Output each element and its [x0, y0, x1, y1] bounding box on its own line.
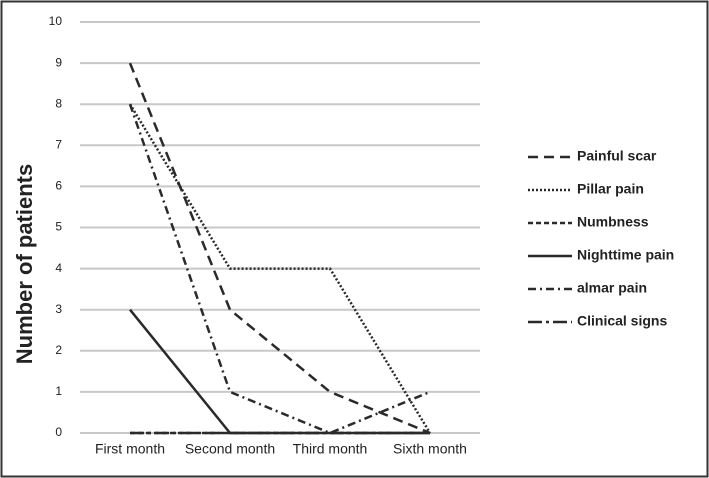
- y-tick-label: 6: [55, 179, 62, 193]
- x-tick-label: Third month: [293, 441, 368, 457]
- y-tick-label: 3: [55, 302, 62, 316]
- y-tick-label: 1: [55, 384, 62, 398]
- y-tick-label: 2: [55, 343, 62, 357]
- legend-label: Clinical signs: [577, 313, 667, 329]
- y-tick-label: 4: [55, 261, 62, 275]
- legend-label: Pillar pain: [577, 181, 644, 197]
- y-tick-label: 5: [55, 220, 62, 234]
- legend-label: almar pain: [577, 280, 647, 296]
- legend-label: Painful scar: [577, 148, 657, 164]
- x-tick-label: Sixth month: [393, 441, 467, 457]
- y-tick-label: 9: [55, 55, 62, 69]
- y-axis-label: Number of patients: [12, 164, 37, 364]
- y-tick-label: 8: [55, 96, 62, 110]
- y-tick-label: 10: [49, 14, 63, 28]
- legend-label: Nighttime pain: [577, 247, 674, 263]
- y-tick-label: 7: [55, 137, 62, 151]
- x-tick-label: First month: [95, 441, 165, 457]
- y-tick-label: 0: [55, 425, 62, 439]
- x-tick-label: Second month: [185, 441, 275, 457]
- series-line: [128, 103, 432, 434]
- legend-label: Numbness: [577, 214, 649, 230]
